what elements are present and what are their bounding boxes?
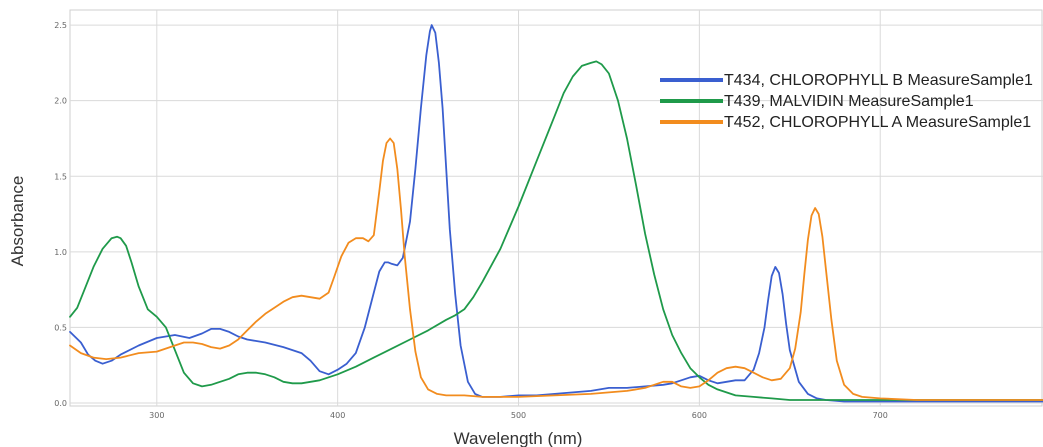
series-line-2 [69,60,1043,401]
x-tick-label: 500 [511,411,526,420]
tick-labels: 300 400 500 600 700 0.0 0.5 1.0 1.5 2.0 2.5 [54,21,888,420]
legend-label: T452, CHLOROPHYLL A MeasureSample1 [724,114,1031,131]
series-line-1 [69,24,1043,403]
grid [69,9,1043,407]
x-tick-label: 600 [692,411,707,420]
y-axis-label: Absorbance [8,176,27,267]
series-lines [69,24,1043,403]
x-tick-label: 700 [873,411,888,420]
series-line-3 [69,137,1043,401]
x-tick-label: 400 [330,411,345,420]
legend: T434, CHLOROPHYLL B MeasureSample1 T439, … [660,72,1033,131]
y-tick-label: 0.0 [54,399,67,408]
x-axis-label: Wavelength (nm) [454,429,583,447]
plot-frame [69,9,1043,407]
legend-label: T439, MALVIDIN MeasureSample1 [724,93,974,110]
y-tick-label: 2.5 [54,21,67,30]
y-tick-label: 1.0 [54,248,67,257]
y-tick-label: 2.0 [54,97,67,106]
x-tick-label: 300 [149,411,164,420]
y-tick-label: 0.5 [54,323,67,332]
legend-label: T434, CHLOROPHYLL B MeasureSample1 [724,72,1033,89]
y-tick-label: 1.5 [54,172,67,181]
